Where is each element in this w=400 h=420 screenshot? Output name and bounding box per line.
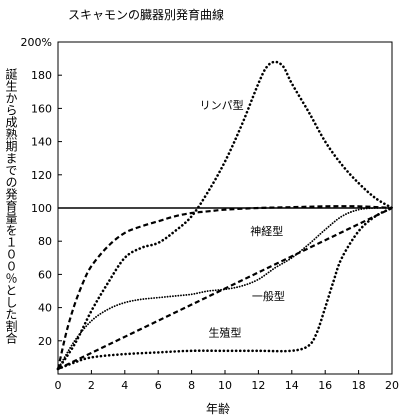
y-axis-label: 誕生から成熟期までの発育量を１００％とした割合 <box>4 68 18 344</box>
x-tick-label: 14 <box>285 379 299 392</box>
x-tick-label: 12 <box>251 379 265 392</box>
general-curve <box>57 206 393 370</box>
y-tick-label: 60 <box>38 268 52 281</box>
chart-title: スキャモンの臓器別発育曲線 <box>68 8 225 22</box>
y-tick-label: 200% <box>21 36 52 49</box>
series-label: 生殖型 <box>209 326 242 340</box>
x-tick-label: 6 <box>155 379 162 392</box>
x-tick-label: 20 <box>385 379 399 392</box>
general-linear-curve <box>57 207 393 370</box>
y-tick-label: 140 <box>31 136 52 149</box>
y-tick-label: 80 <box>38 235 52 248</box>
x-tick-label: 0 <box>55 379 62 392</box>
y-tick-label: 180 <box>31 69 52 82</box>
x-tick-label: 16 <box>318 379 332 392</box>
series-label: 神経型 <box>250 224 283 238</box>
x-tick-label: 18 <box>352 379 366 392</box>
x-tick-label: 2 <box>88 379 95 392</box>
y-tick-label: 100 <box>31 202 52 215</box>
x-axis-label: 年齢 <box>206 402 231 416</box>
series-label: 一般型 <box>252 289 285 303</box>
lymphoid-curve <box>56 60 394 371</box>
y-tick-label: 160 <box>31 102 52 115</box>
y-tick-label: 20 <box>38 335 52 348</box>
reproductive-curve <box>56 206 394 371</box>
x-tick-label: 8 <box>188 379 195 392</box>
x-tick-label: 10 <box>218 379 232 392</box>
y-tick-label: 40 <box>38 302 52 315</box>
series-label: リンパ型 <box>200 98 244 112</box>
neural-curve <box>56 205 393 370</box>
y-tick-label: 120 <box>31 169 52 182</box>
x-tick-label: 4 <box>121 379 128 392</box>
